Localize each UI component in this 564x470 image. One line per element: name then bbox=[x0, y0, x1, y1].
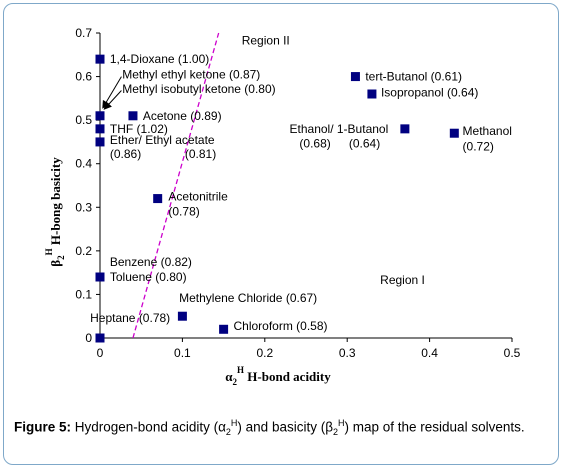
data-point-marker bbox=[400, 124, 410, 134]
y-axis: 0 0.1 0.2 0.3 0.4 0.5 0.6 0.7 bbox=[75, 26, 101, 345]
x-axis-title: α2H H-bond acidity bbox=[225, 365, 331, 387]
arrow-methyl-ethyl-ketone bbox=[102, 76, 122, 109]
figure-frame bbox=[3, 3, 559, 465]
point-label: Methylene Chloride (0.67) bbox=[179, 291, 317, 305]
data-point-marker bbox=[367, 89, 377, 99]
y-tick-label: 0.2 bbox=[75, 244, 92, 258]
x-tick-label: 0.2 bbox=[256, 346, 273, 360]
figure-caption: Figure 5: Hydrogen-bond acidity (α2H) an… bbox=[14, 413, 550, 442]
x-tick-label: 0 bbox=[97, 346, 104, 360]
y-tick-label: 0.1 bbox=[75, 287, 92, 301]
y-tick-label: 0.5 bbox=[75, 113, 92, 127]
point-label: Region II bbox=[242, 33, 290, 47]
data-point-marker bbox=[350, 72, 360, 82]
point-label: (0.78) bbox=[168, 205, 199, 219]
point-label: (0.64) bbox=[349, 137, 380, 151]
point-label: Methanol bbox=[463, 124, 512, 138]
point-label: (0.81) bbox=[185, 147, 216, 161]
caption-text-3: ) map of the residual solvents. bbox=[344, 419, 525, 435]
y-tick-label: 0.4 bbox=[75, 157, 92, 171]
x-tick-label: 0.3 bbox=[339, 346, 356, 360]
y-tick-label: 0 bbox=[85, 331, 92, 345]
point-label: Methyl isobutyl ketone (0.80) bbox=[122, 82, 275, 96]
caption-text-2: ) and basicity (β bbox=[237, 419, 333, 435]
data-point-marker bbox=[177, 311, 187, 321]
point-label: tert-Butanol (0.61) bbox=[365, 70, 462, 84]
data-point-marker bbox=[95, 54, 105, 64]
caption-text-1: Hydrogen-bond acidity (α bbox=[71, 419, 226, 435]
data-point-marker bbox=[95, 124, 105, 134]
data-point-marker bbox=[95, 333, 105, 343]
data-point-marker bbox=[95, 272, 105, 282]
x-axis: 0 0.1 0.2 0.3 0.4 0.5 bbox=[97, 337, 521, 360]
y-tick-label: 0.6 bbox=[75, 70, 92, 84]
data-point-marker bbox=[95, 111, 105, 121]
caption-sub-2: 2 bbox=[332, 427, 338, 438]
point-label: Ethanol/ 1-Butanol bbox=[290, 122, 389, 136]
point-label: Heptane (0.78) bbox=[90, 311, 170, 325]
point-labels: 1,4-Dioxane (1.00)Methyl ethyl ketone (0… bbox=[90, 33, 512, 333]
caption-sup-2: H bbox=[338, 418, 345, 428]
x-tick-label: 0.4 bbox=[421, 346, 438, 360]
y-tick-label: 0.7 bbox=[75, 26, 92, 40]
label-arrows bbox=[102, 76, 122, 110]
point-label: Acetone (0.89) bbox=[143, 109, 222, 123]
point-label: THF (1.02) bbox=[110, 122, 168, 136]
data-point-marker bbox=[449, 128, 459, 138]
point-label: Benzene (0.82) bbox=[110, 255, 192, 269]
x-tick-label: 0.1 bbox=[174, 346, 191, 360]
point-label: Acetonitrile bbox=[168, 189, 228, 203]
data-point-marker bbox=[219, 324, 229, 334]
caption-label: Figure 5: bbox=[14, 419, 72, 435]
data-point-marker bbox=[128, 111, 138, 121]
y-axis-title: β2H H-bong basicity bbox=[44, 157, 66, 267]
point-label: 1,4-Dioxane (1.00) bbox=[110, 52, 209, 66]
point-label: Isopropanol (0.64) bbox=[381, 86, 478, 100]
data-point-marker bbox=[153, 194, 163, 204]
trend-line-path bbox=[132, 32, 220, 339]
point-label: Toluene (0.80) bbox=[110, 270, 187, 284]
x-tick-label: 0.5 bbox=[504, 346, 521, 360]
point-label: (0.72) bbox=[463, 139, 494, 153]
y-tick-label: 0.3 bbox=[75, 200, 92, 214]
scatter-chart: 00.10.20.30.40.50.60.7 0 0.1 0.2 0.3 0.4 0.5 … bbox=[44, 26, 521, 387]
point-label: (0.86) bbox=[110, 147, 141, 161]
caption-sub-1: 2 bbox=[225, 427, 231, 438]
caption-sup-1: H bbox=[230, 418, 238, 428]
point-label: (0.68) bbox=[299, 137, 330, 151]
point-label: Chloroform (0.58) bbox=[233, 319, 327, 333]
point-label: Ether/ Ethyl acetate bbox=[110, 133, 215, 147]
arrow-methyl-isobutyl-ketone bbox=[103, 90, 122, 110]
point-label: Methyl ethyl ketone (0.87) bbox=[122, 67, 260, 81]
trend-line bbox=[132, 32, 220, 339]
data-points bbox=[95, 54, 459, 343]
point-label: Region I bbox=[380, 273, 425, 287]
data-point-marker bbox=[95, 137, 105, 147]
